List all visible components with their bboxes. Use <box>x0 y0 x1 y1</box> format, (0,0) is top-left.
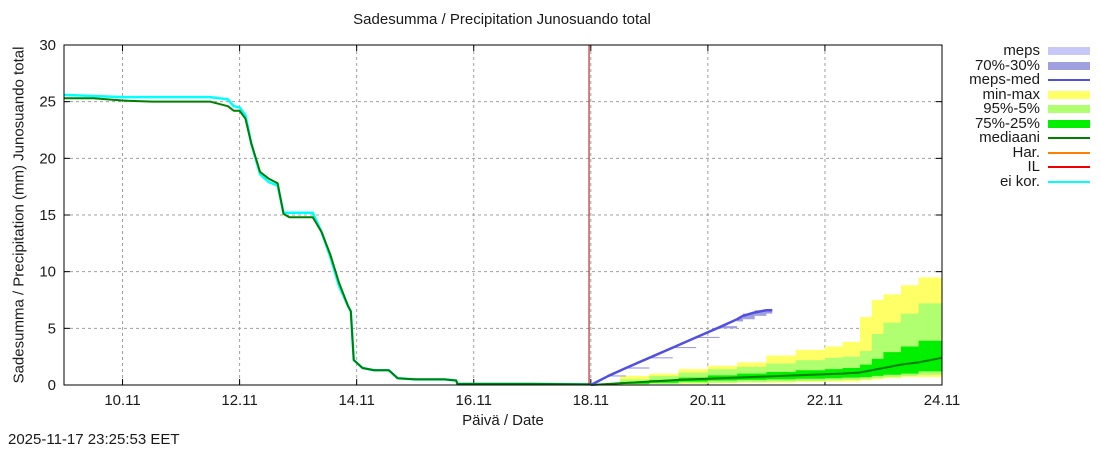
legend-label: meps <box>1003 42 1040 60</box>
95-5-band <box>590 289 942 385</box>
legend-label: mediaani <box>979 129 1040 147</box>
y-tick-label: 25 <box>39 94 56 111</box>
x-tick-label: 14.11 <box>338 392 374 409</box>
legend-item: min-max <box>940 85 1090 103</box>
y-tick-label: 0 <box>48 377 56 394</box>
x-tick-label: 18.11 <box>573 392 609 409</box>
y-tick-label: 5 <box>48 320 56 337</box>
y-tick-label: 15 <box>39 207 56 224</box>
legend-swatch-icon <box>1048 105 1090 114</box>
legend-swatch-icon <box>1048 119 1090 128</box>
legend-item: Har. <box>940 143 1090 161</box>
x-tick-label: 24.11 <box>924 392 960 409</box>
legend-item: 95%-5% <box>940 100 1090 118</box>
legend-swatch-icon <box>1048 47 1090 56</box>
legend-item: IL <box>940 158 1090 176</box>
legend-swatch-icon <box>1048 151 1090 154</box>
legend-label: 70%-30% <box>974 56 1040 74</box>
legend-label: Har. <box>1012 143 1040 161</box>
x-axis-label: Päivä / Date <box>462 412 544 429</box>
legend-label: ei kor. <box>999 172 1040 190</box>
y-tick-label: 10 <box>39 264 56 281</box>
meps-70-30-band <box>590 307 773 385</box>
x-tick-label: 10.11 <box>104 392 140 409</box>
legend-item: ei kor. <box>940 172 1090 190</box>
legend-item: meps <box>940 42 1090 60</box>
legend-label: meps-med <box>969 71 1040 89</box>
legend-label: IL <box>1027 158 1040 176</box>
y-tick-label: 30 <box>39 37 56 54</box>
legend-label: 75%-25% <box>974 114 1040 132</box>
legend-swatch-icon <box>1048 90 1090 99</box>
x-tick-label: 22.11 <box>807 392 843 409</box>
chart-title: Sadesumma / Precipitation Junosuando tot… <box>353 11 651 28</box>
legend-item: mediaani <box>940 129 1090 147</box>
forecast-median-line <box>590 356 943 386</box>
observed-median-line <box>64 97 591 386</box>
generated-timestamp: 2025-11-17 23:25:53 EET <box>8 431 180 448</box>
legend-swatch-icon <box>1048 166 1090 169</box>
legend-swatch-icon <box>1048 180 1090 183</box>
plot-frame <box>63 44 943 386</box>
legend-swatch-icon <box>1048 61 1090 70</box>
legend-swatch-icon <box>1048 137 1090 140</box>
meps-median-line <box>590 308 773 387</box>
y-tick-label: 20 <box>39 150 56 167</box>
legend-item: meps-med <box>940 71 1090 89</box>
legend: meps 70%-30% meps-med min-max 95%-5% 75%-25% m… <box>940 42 1090 190</box>
legend-swatch-icon <box>1048 79 1090 82</box>
legend-item: 75%-25% <box>940 114 1090 132</box>
x-tick-label: 12.11 <box>221 392 257 409</box>
x-tick-label: 20.11 <box>690 392 726 409</box>
legend-item: 70%-30% <box>940 56 1090 74</box>
legend-label: min-max <box>982 85 1040 103</box>
x-tick-label: 16.11 <box>456 392 492 409</box>
ei-kor-line <box>63 93 591 386</box>
legend-label: 95%-5% <box>983 100 1040 118</box>
